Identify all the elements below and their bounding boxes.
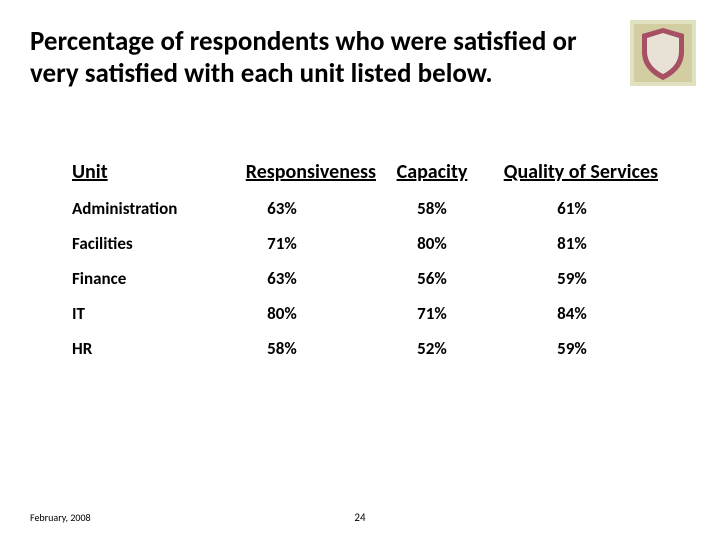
header-responsiveness: Responsiveness	[222, 160, 382, 184]
cell-responsiveness: 63%	[222, 268, 382, 289]
cell-responsiveness: 58%	[222, 338, 382, 359]
satisfaction-table: Unit Responsiveness Capacity Quality of …	[72, 160, 662, 373]
table-row: Administration 63% 58% 61%	[72, 198, 662, 219]
cell-responsiveness: 80%	[222, 303, 382, 324]
cell-capacity: 52%	[382, 338, 482, 359]
header-unit: Unit	[72, 160, 222, 184]
cell-quality: 59%	[482, 338, 662, 359]
table-header-row: Unit Responsiveness Capacity Quality of …	[72, 160, 662, 184]
cell-unit: HR	[72, 338, 222, 359]
cell-quality: 84%	[482, 303, 662, 324]
cell-quality: 61%	[482, 198, 662, 219]
header-quality: Quality of Services	[482, 160, 662, 184]
table-row: IT 80% 71% 84%	[72, 303, 662, 324]
table-row: HR 58% 52% 59%	[72, 338, 662, 359]
shield-logo	[630, 20, 696, 86]
cell-unit: Administration	[72, 198, 222, 219]
cell-unit: Finance	[72, 268, 222, 289]
footer-page-number: 24	[354, 511, 365, 524]
table-row: Facilities 71% 80% 81%	[72, 233, 662, 254]
cell-capacity: 71%	[382, 303, 482, 324]
slide-title: Percentage of respondents who were satis…	[30, 26, 590, 90]
table-row: Finance 63% 56% 59%	[72, 268, 662, 289]
cell-responsiveness: 63%	[222, 198, 382, 219]
header-capacity: Capacity	[382, 160, 482, 184]
footer-date: February, 2008	[30, 511, 91, 524]
cell-unit: Facilities	[72, 233, 222, 254]
cell-capacity: 56%	[382, 268, 482, 289]
cell-capacity: 58%	[382, 198, 482, 219]
cell-unit: IT	[72, 303, 222, 324]
cell-responsiveness: 71%	[222, 233, 382, 254]
cell-quality: 59%	[482, 268, 662, 289]
cell-capacity: 80%	[382, 233, 482, 254]
cell-quality: 81%	[482, 233, 662, 254]
